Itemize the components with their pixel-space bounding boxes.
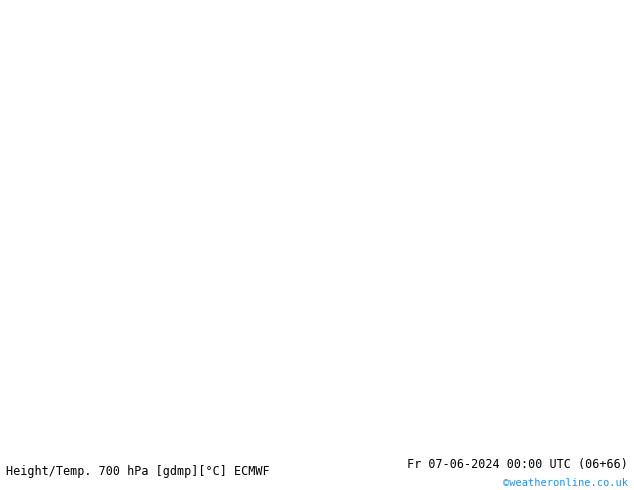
Text: Fr 07-06-2024 00:00 UTC (06+66): Fr 07-06-2024 00:00 UTC (06+66) <box>407 458 628 471</box>
Text: Height/Temp. 700 hPa [gdmp][°C] ECMWF: Height/Temp. 700 hPa [gdmp][°C] ECMWF <box>6 465 270 478</box>
Text: ©weatheronline.co.uk: ©weatheronline.co.uk <box>503 478 628 488</box>
